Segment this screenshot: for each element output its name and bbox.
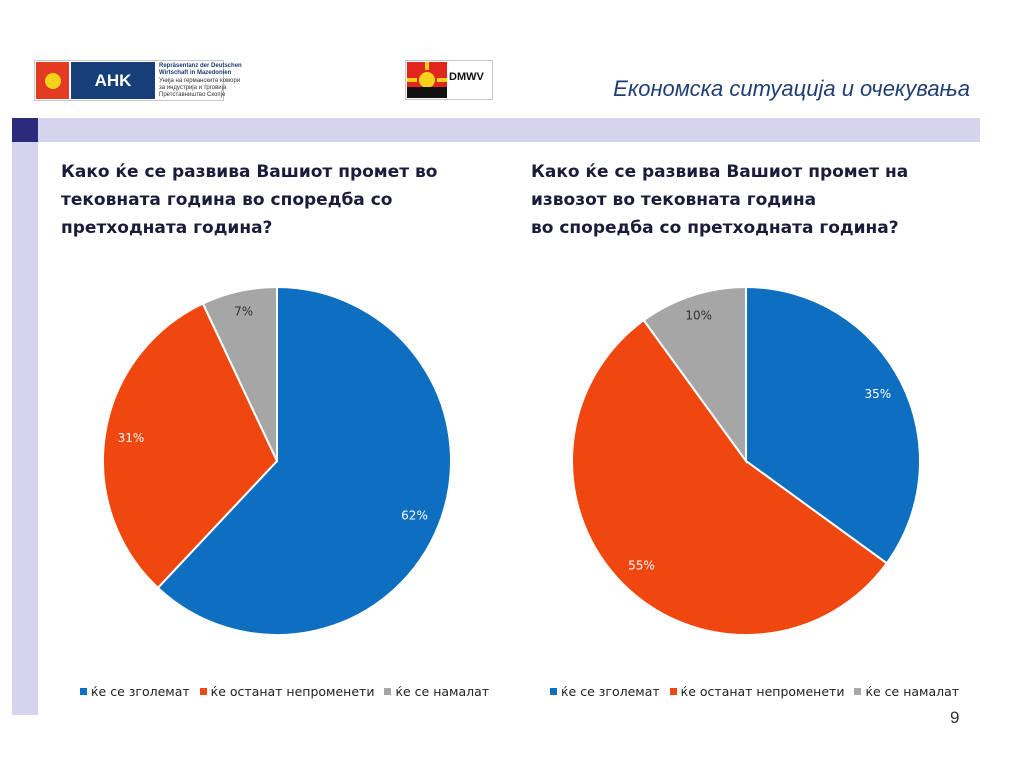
- legend-item-same: ќе останат непроменети: [199, 684, 374, 699]
- legend-item-decrease: ќе се намалат: [854, 684, 959, 699]
- ahk-badge: AHK: [71, 62, 155, 99]
- chart1-legend: ќе се зголемат ќе останат непроменети ќе…: [80, 684, 489, 699]
- page-number: 9: [950, 708, 960, 727]
- chart2-data-label-same: 55%: [628, 559, 655, 573]
- chart1-data-label-same: 31%: [118, 431, 145, 445]
- chart1-title: Како ќе се развива Вашиот промет во теко…: [61, 162, 438, 238]
- page-title: Економска ситуација и очекувања: [613, 76, 970, 101]
- accent-square: [12, 118, 38, 142]
- chart1-data-label-increase: 62%: [401, 508, 428, 522]
- chart2-slice-decrease: [642, 285, 747, 465]
- chart2-legend: ќе се зголемат ќе останат непроменети ќе…: [550, 684, 959, 699]
- dmwv-text: DMWV: [449, 71, 484, 83]
- top-accent-bar: [12, 118, 980, 142]
- dmwv-logo: DMWV: [405, 60, 493, 100]
- chart2-data-label-decrease: 10%: [685, 308, 712, 322]
- left-accent-bar: [12, 142, 38, 715]
- chart2-title: Како ќе се развива Вашиот промет на изво…: [531, 162, 909, 238]
- ahk-logo-line1: Repräsentanz der Deutschen Wirtschaft in…: [159, 63, 242, 76]
- ahk-logo: AHK Repräsentanz der Deutschen Wirtschaf…: [34, 60, 242, 101]
- logo-black-band: [407, 87, 447, 98]
- legend-item-increase: ќе се зголемат: [80, 684, 190, 699]
- chart1-data-label-decrease: 7%: [234, 305, 253, 319]
- chart2-slice-same: [571, 318, 889, 636]
- chart1-slice-decrease: [201, 285, 278, 462]
- chart1-slice-same: [102, 302, 279, 590]
- ahk-logo-line2: Унија на германските комори за индустриј…: [159, 78, 241, 98]
- chart1-slice-increase: [156, 285, 452, 636]
- chart2-slice-increase: [745, 285, 921, 565]
- chart2-data-label-increase: 35%: [864, 387, 891, 401]
- legend-item-same: ќе останат непроменети: [669, 684, 844, 699]
- legend-item-increase: ќе се зголемат: [550, 684, 660, 699]
- legend-item-decrease: ќе се намалат: [384, 684, 489, 699]
- macedonia-flag-icon: [36, 62, 69, 99]
